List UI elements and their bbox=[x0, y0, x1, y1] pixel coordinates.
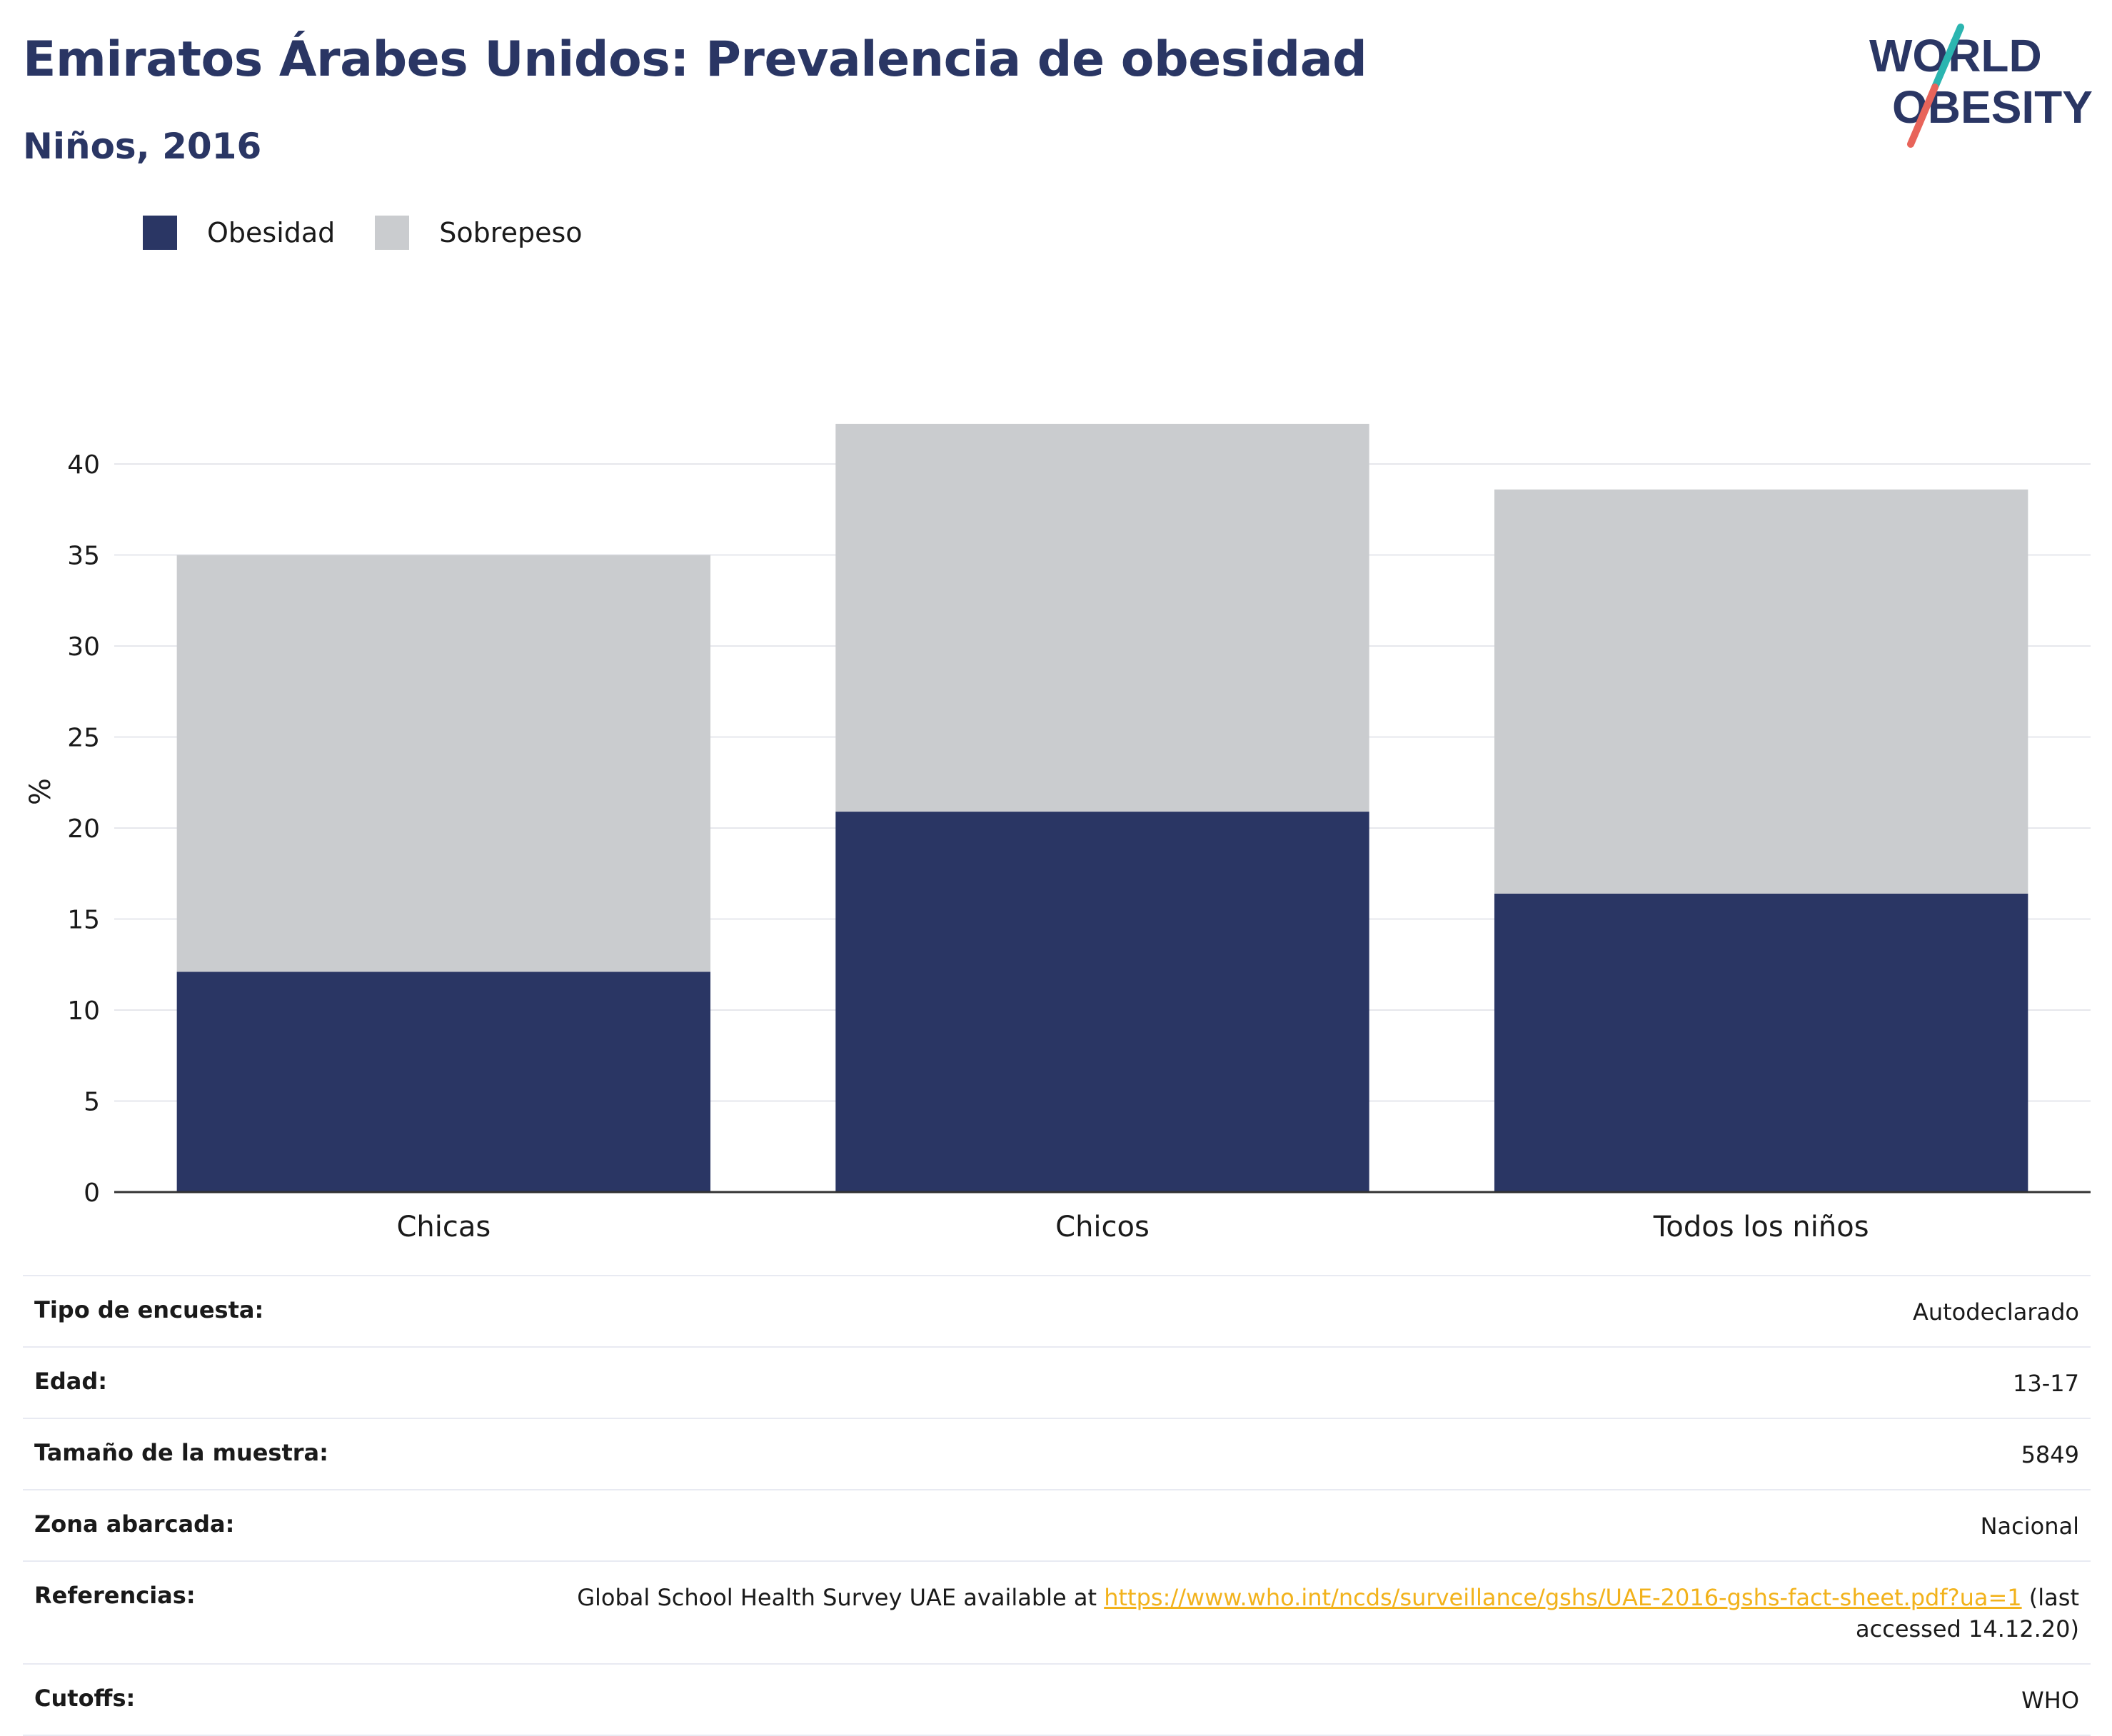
legend-item-obesity[interactable]: Obesidad bbox=[143, 216, 335, 250]
info-key-area: Zona abarcada: bbox=[23, 1489, 474, 1561]
chart-title: Emiratos Árabes Unidos: Prevalencia de o… bbox=[23, 31, 1367, 88]
table-row: Referencias: Global School Health Survey… bbox=[23, 1560, 2091, 1664]
chart-legend: Obesidad Sobrepeso bbox=[143, 211, 623, 254]
info-key-sample-size: Tamaño de la muestra: bbox=[23, 1418, 474, 1490]
y-tick-label: 40 bbox=[67, 450, 100, 480]
info-value-references: Global School Health Survey UAE availabl… bbox=[474, 1560, 2091, 1664]
table-row: Edad: 13-17 bbox=[23, 1346, 2091, 1418]
y-tick-label: 0 bbox=[84, 1179, 100, 1208]
logo-slash-coral bbox=[1907, 84, 1938, 148]
info-key-references: Referencias: bbox=[23, 1560, 474, 1664]
legend-item-overweight[interactable]: Sobrepeso bbox=[375, 216, 583, 250]
info-key-age: Edad: bbox=[23, 1346, 474, 1418]
table-row: Cutoffs: WHO bbox=[23, 1663, 2091, 1736]
x-tick-label: Chicos bbox=[1055, 1211, 1150, 1243]
legend-swatch-obesity bbox=[143, 216, 177, 250]
stacked-bar-chart: 0 5 10 15 20 25 30 35 40% Chicas Chicos Todos los n… bbox=[24, 423, 2091, 1243]
legend-swatch-overweight bbox=[375, 216, 410, 250]
y-tick-label: 20 bbox=[67, 814, 100, 844]
survey-info-table: Tipo de encuesta: Autodeclarado Edad: 13… bbox=[23, 1275, 2091, 1736]
legend-label-overweight: Sobrepeso bbox=[439, 217, 583, 248]
table-row: Tipo de encuesta: Autodeclarado bbox=[23, 1275, 2091, 1347]
info-value-age: 13-17 bbox=[474, 1346, 2091, 1418]
legend-label-obesity: Obesidad bbox=[207, 217, 336, 248]
logo-slash-teal bbox=[1931, 24, 1964, 91]
bar-overweight bbox=[835, 423, 1369, 812]
y-tick-label: 15 bbox=[67, 906, 100, 935]
info-value-sample-size: 5849 bbox=[474, 1418, 2091, 1490]
x-tick-label: Todos los niños bbox=[1653, 1211, 1869, 1243]
bar-overweight bbox=[1494, 489, 2028, 894]
y-tick-label: 5 bbox=[84, 1088, 100, 1117]
table-row: Zona abarcada: Nacional bbox=[23, 1489, 2091, 1561]
y-tick-label: 25 bbox=[67, 724, 100, 753]
bar-overweight bbox=[176, 555, 711, 972]
reference-suffix: (last accessed 14.12.20) bbox=[1856, 1584, 2079, 1642]
chart-subtitle: Niños, 2016 bbox=[23, 126, 262, 167]
reference-link[interactable]: https://www.who.int/ncds/surveillance/gs… bbox=[1104, 1584, 2022, 1611]
bar-obesity bbox=[176, 972, 711, 1192]
y-axis-label: % bbox=[24, 778, 57, 805]
info-key-cutoffs: Cutoffs: bbox=[23, 1663, 474, 1736]
reference-prefix: Global School Health Survey UAE availabl… bbox=[577, 1584, 1105, 1611]
x-tick-label: Chicas bbox=[396, 1211, 491, 1243]
info-value-area: Nacional bbox=[474, 1489, 2091, 1561]
y-tick-label: 35 bbox=[67, 542, 100, 571]
bar-obesity bbox=[835, 812, 1369, 1192]
table-row: Tamaño de la muestra: 5849 bbox=[23, 1418, 2091, 1490]
info-value-survey-type: Autodeclarado bbox=[474, 1275, 2091, 1347]
bar-obesity bbox=[1494, 893, 2028, 1192]
y-tick-label: 10 bbox=[67, 996, 100, 1026]
info-value-cutoffs: WHO bbox=[474, 1663, 2091, 1736]
y-tick-label: 30 bbox=[67, 632, 100, 662]
world-obesity-logo: WORLD OBESITY bbox=[1869, 24, 2093, 148]
info-key-survey-type: Tipo de encuesta: bbox=[23, 1275, 474, 1347]
